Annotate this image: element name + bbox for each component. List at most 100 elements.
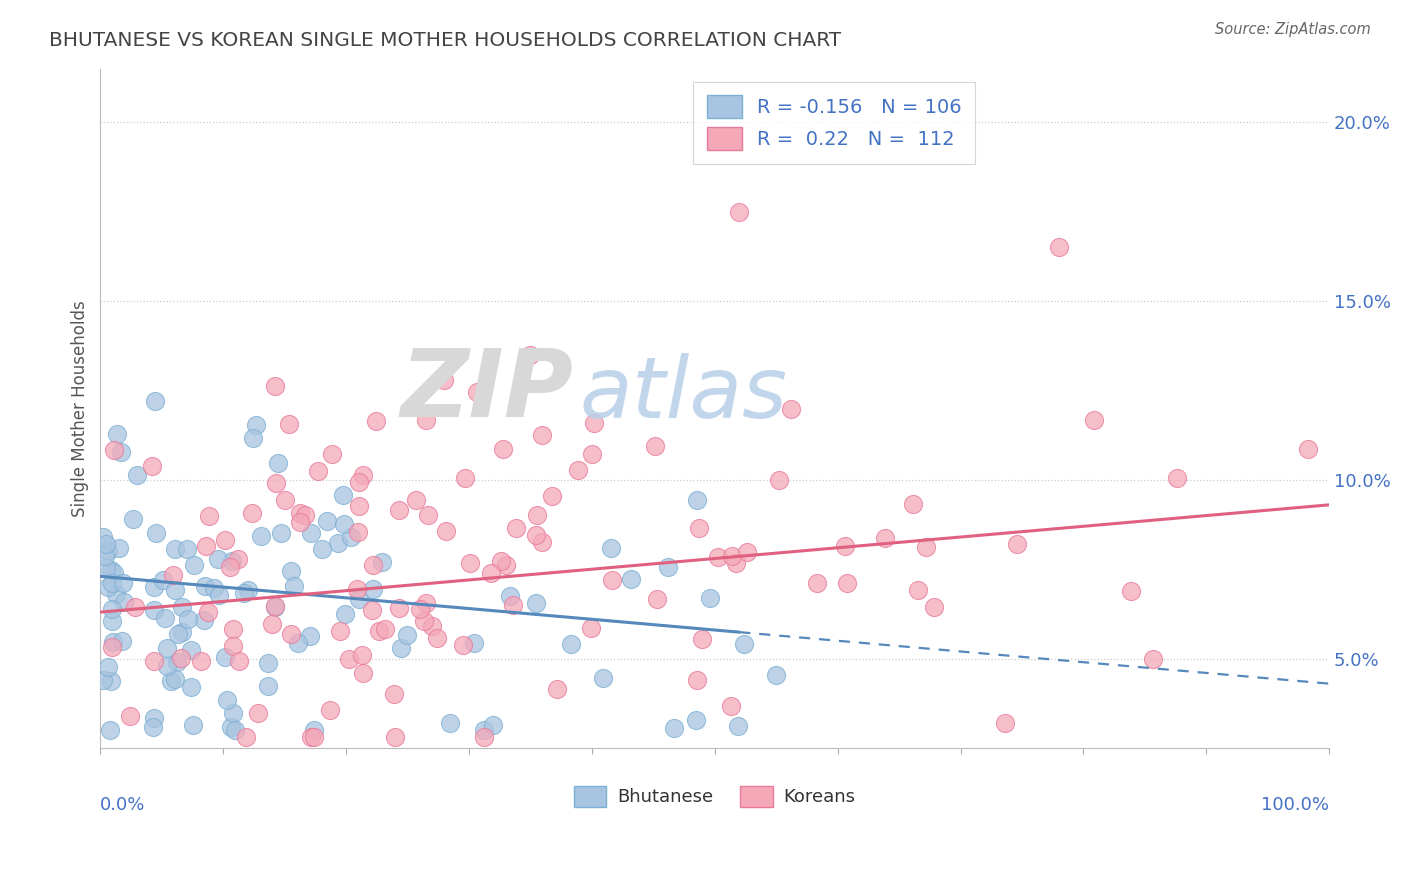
Point: [1007, 537, 1029, 551]
Point: [307, 464, 329, 478]
Point: [1166, 471, 1188, 485]
Point: [197, 508, 219, 523]
Point: [122, 511, 145, 525]
Point: [495, 558, 517, 572]
Point: [208, 588, 231, 602]
Point: [101, 601, 124, 615]
Point: [302, 731, 325, 745]
Point: [299, 731, 322, 745]
Point: [94, 549, 117, 563]
Point: [318, 703, 340, 717]
Point: [190, 654, 212, 668]
Point: [901, 497, 924, 511]
Point: [280, 564, 302, 578]
Point: [907, 582, 929, 597]
Text: BHUTANESE VS KOREAN SINGLE MOTHER HOUSEHOLDS CORRELATION CHART: BHUTANESE VS KOREAN SINGLE MOTHER HOUSEH…: [49, 31, 841, 50]
Point: [644, 439, 666, 453]
Point: [294, 508, 316, 523]
Point: [100, 563, 122, 577]
Point: [145, 394, 167, 409]
Point: [155, 611, 177, 625]
Point: [492, 442, 515, 456]
Point: [299, 526, 322, 541]
Point: [141, 459, 163, 474]
Point: [226, 552, 249, 566]
Point: [349, 500, 371, 514]
Point: [167, 627, 190, 641]
Point: [835, 576, 858, 591]
Point: [405, 493, 427, 508]
Point: [505, 521, 527, 535]
Point: [97, 581, 120, 595]
Point: [706, 550, 728, 565]
Point: [125, 468, 148, 483]
Point: [242, 431, 264, 445]
Point: [103, 566, 125, 580]
Point: [112, 575, 135, 590]
Point: [436, 524, 458, 538]
Point: [180, 643, 202, 657]
Point: [287, 636, 309, 650]
Point: [347, 524, 370, 539]
Point: [363, 558, 385, 572]
Point: [688, 520, 710, 534]
Point: [180, 680, 202, 694]
Point: [163, 541, 186, 556]
Point: [172, 599, 194, 614]
Point: [332, 488, 354, 502]
Point: [316, 514, 339, 528]
Point: [145, 526, 167, 541]
Point: [219, 720, 242, 734]
Point: [172, 625, 194, 640]
Point: [994, 715, 1017, 730]
Point: [143, 711, 166, 725]
Point: [384, 731, 406, 745]
Point: [371, 555, 394, 569]
Point: [734, 637, 756, 651]
Point: [218, 560, 240, 574]
Point: [108, 541, 131, 556]
Point: [530, 535, 553, 549]
Point: [451, 638, 474, 652]
Point: [277, 417, 299, 431]
Text: Source: ZipAtlas.com: Source: ZipAtlas.com: [1215, 22, 1371, 37]
Point: [333, 607, 356, 621]
Point: [222, 639, 245, 653]
Point: [426, 632, 449, 646]
Point: [472, 723, 495, 738]
Point: [395, 628, 418, 642]
Point: [727, 719, 749, 733]
Point: [489, 553, 512, 567]
Point: [735, 545, 758, 559]
Point: [100, 614, 122, 628]
Point: [600, 573, 623, 587]
Point: [264, 475, 287, 490]
Point: [247, 706, 270, 720]
Point: [690, 632, 713, 646]
Point: [567, 463, 589, 477]
Point: [264, 599, 287, 613]
Point: [352, 665, 374, 680]
Point: [472, 731, 495, 745]
Point: [346, 582, 368, 596]
Point: [389, 640, 412, 655]
Point: [780, 402, 803, 417]
Point: [321, 446, 343, 460]
Point: [283, 579, 305, 593]
Point: [337, 652, 360, 666]
Point: [240, 506, 263, 520]
Point: [142, 654, 165, 668]
Point: [91, 531, 114, 545]
Point: [162, 568, 184, 582]
Point: [250, 529, 273, 543]
Point: [100, 640, 122, 654]
Point: [765, 668, 787, 682]
Point: [235, 731, 257, 745]
Point: [156, 659, 179, 673]
Point: [215, 693, 238, 707]
Point: [519, 348, 541, 362]
Point: [142, 720, 165, 734]
Point: [353, 467, 375, 482]
Point: [207, 552, 229, 566]
Point: [270, 526, 292, 541]
